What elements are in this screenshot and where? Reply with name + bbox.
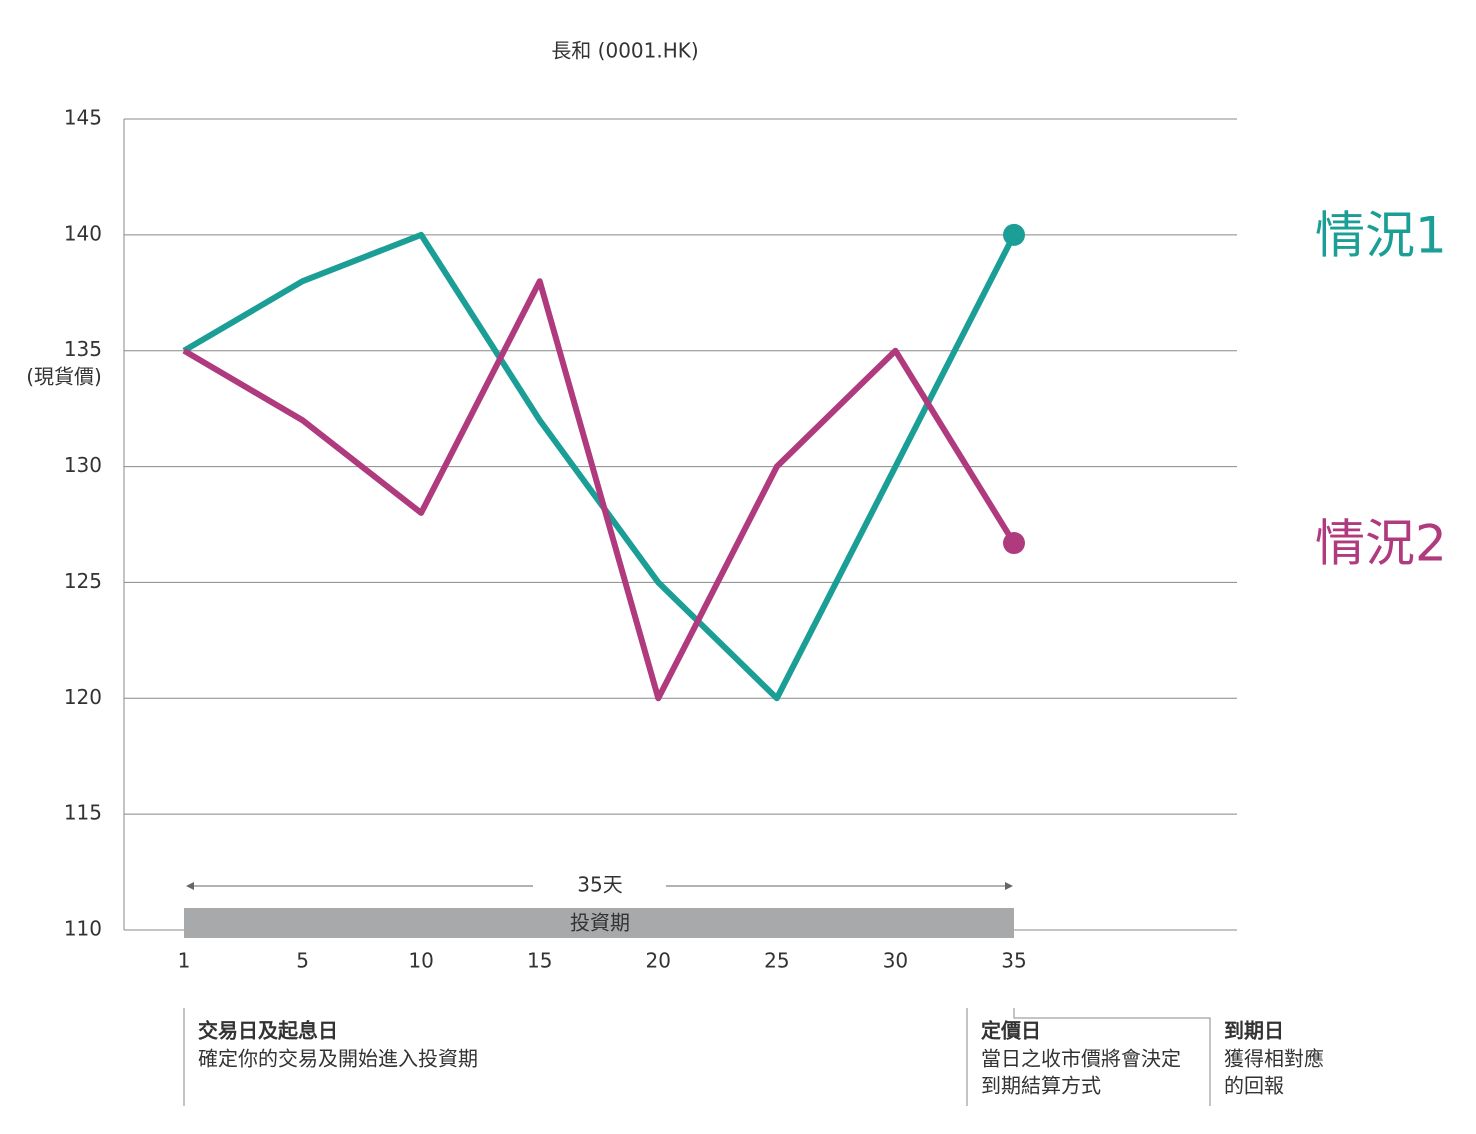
chart-title: 長和 (0001.HK) bbox=[551, 39, 698, 63]
period-bar bbox=[184, 908, 1014, 938]
x-tick-label: 10 bbox=[408, 949, 433, 973]
period-length: 35天 bbox=[577, 873, 622, 897]
x-tick-label: 30 bbox=[883, 949, 908, 973]
x-tick-label: 5 bbox=[296, 949, 309, 973]
milestone-text: 的回報 bbox=[1224, 1074, 1284, 1098]
x-tick-label: 1 bbox=[178, 949, 191, 973]
milestone-title: 到期日 bbox=[1224, 1019, 1284, 1043]
milestone-lines bbox=[183, 1008, 1211, 1106]
y-note: (現貨價) bbox=[26, 365, 102, 389]
y-tick-label: 120 bbox=[64, 685, 102, 709]
end-point bbox=[1003, 532, 1025, 555]
series-line bbox=[182, 231, 1017, 702]
y-tick-label: 125 bbox=[64, 569, 102, 593]
y-tick-label: 110 bbox=[64, 917, 102, 941]
y-tick-label: 115 bbox=[64, 801, 102, 825]
y-tick-label: 140 bbox=[64, 221, 102, 245]
milestone-title: 交易日及起息日 bbox=[198, 1019, 338, 1043]
x-tick-label: 15 bbox=[527, 949, 552, 973]
milestone-text: 確定你的交易及開始進入投資期 bbox=[198, 1047, 478, 1071]
milestone-title: 定價日 bbox=[981, 1019, 1041, 1043]
milestone-text: 到期結算方式 bbox=[981, 1074, 1101, 1098]
end-point bbox=[1003, 223, 1025, 246]
y-tick-label: 145 bbox=[64, 106, 102, 130]
x-tick-label: 25 bbox=[764, 949, 789, 973]
y-tick-label: 135 bbox=[64, 337, 102, 361]
legend-label: 情況1 bbox=[1315, 206, 1447, 264]
y-tick-label: 130 bbox=[64, 453, 102, 477]
legend-label: 情況2 bbox=[1315, 515, 1447, 573]
milestone-text: 獲得相對應 bbox=[1224, 1047, 1324, 1071]
x-tick-label: 35 bbox=[1001, 949, 1026, 973]
series-line bbox=[182, 278, 1017, 702]
x-tick-label: 20 bbox=[646, 949, 671, 973]
milestone-text: 當日之收市價將會決定 bbox=[981, 1047, 1181, 1071]
period-label: 投資期 bbox=[570, 911, 630, 935]
